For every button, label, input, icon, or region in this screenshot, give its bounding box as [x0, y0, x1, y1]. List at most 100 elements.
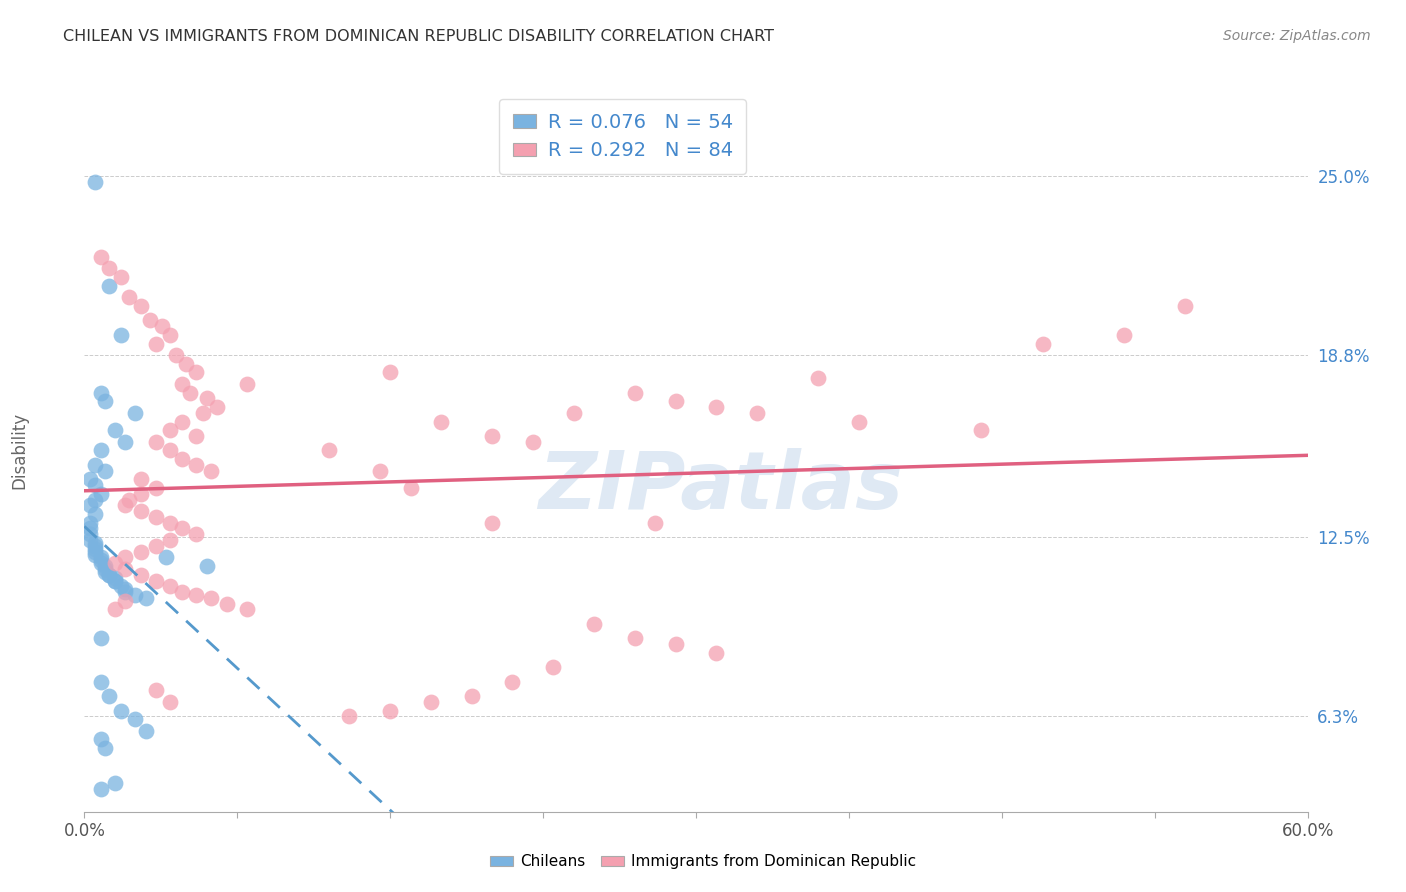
Point — [522, 434, 544, 449]
Point — [83, 478, 105, 492]
Point — [83, 507, 105, 521]
Point — [93, 741, 115, 756]
Point — [83, 539, 105, 553]
Point — [150, 319, 173, 334]
Point — [502, 674, 524, 689]
Point — [368, 464, 391, 478]
Point — [124, 588, 146, 602]
Point — [420, 695, 443, 709]
Point — [624, 632, 647, 646]
Point — [114, 562, 136, 576]
Point — [186, 527, 208, 541]
Point — [543, 660, 565, 674]
Point — [131, 567, 153, 582]
Point — [114, 499, 136, 513]
Point — [90, 550, 112, 565]
Point — [79, 527, 101, 541]
Point — [90, 487, 112, 501]
Point — [104, 571, 127, 585]
Point — [217, 597, 239, 611]
Point — [195, 559, 218, 574]
Point — [159, 695, 181, 709]
Text: CHILEAN VS IMMIGRANTS FROM DOMINICAN REPUBLIC DISABILITY CORRELATION CHART: CHILEAN VS IMMIGRANTS FROM DOMINICAN REP… — [63, 29, 775, 44]
Point — [706, 400, 728, 414]
Point — [145, 481, 167, 495]
Point — [114, 434, 136, 449]
Point — [104, 602, 127, 616]
Point — [145, 539, 167, 553]
Point — [172, 376, 194, 391]
Point — [110, 327, 132, 342]
Point — [236, 376, 259, 391]
Point — [104, 574, 127, 588]
Point — [104, 556, 127, 570]
Point — [145, 336, 167, 351]
Point — [205, 400, 228, 414]
Point — [90, 781, 112, 796]
Point — [104, 574, 127, 588]
Point — [174, 357, 197, 371]
Point — [83, 548, 105, 562]
Point — [83, 458, 105, 472]
Point — [562, 406, 585, 420]
Point — [135, 723, 157, 738]
Point — [90, 553, 112, 567]
Point — [93, 394, 115, 409]
Point — [97, 567, 120, 582]
Point — [236, 602, 259, 616]
Point — [186, 366, 208, 380]
Point — [90, 632, 112, 646]
Point — [79, 533, 101, 547]
Point — [1174, 299, 1197, 313]
Point — [179, 385, 201, 400]
Y-axis label: Disability: Disability — [11, 412, 28, 489]
Point — [110, 704, 132, 718]
Point — [970, 423, 993, 437]
Point — [90, 250, 112, 264]
Point — [430, 415, 453, 429]
Legend: Chileans, Immigrants from Dominican Republic: Chileans, Immigrants from Dominican Repu… — [484, 848, 922, 875]
Point — [118, 290, 141, 304]
Point — [83, 175, 105, 189]
Point — [145, 434, 167, 449]
Point — [747, 406, 769, 420]
Point — [159, 327, 181, 342]
Point — [124, 406, 146, 420]
Point — [624, 385, 647, 400]
Point — [97, 261, 120, 276]
Point — [90, 443, 112, 458]
Point — [318, 443, 340, 458]
Point — [644, 516, 666, 530]
Point — [131, 299, 153, 313]
Point — [93, 562, 115, 576]
Point — [159, 423, 181, 437]
Point — [135, 591, 157, 605]
Point — [97, 567, 120, 582]
Point — [97, 278, 120, 293]
Point — [79, 521, 101, 535]
Point — [159, 579, 181, 593]
Point — [93, 559, 115, 574]
Point — [583, 616, 606, 631]
Point — [90, 732, 112, 747]
Point — [114, 582, 136, 597]
Point — [172, 521, 194, 535]
Point — [380, 366, 402, 380]
Point — [145, 574, 167, 588]
Text: ZIPatlas: ZIPatlas — [538, 448, 903, 525]
Point — [159, 533, 181, 547]
Legend: R = 0.076   N = 54, R = 0.292   N = 84: R = 0.076 N = 54, R = 0.292 N = 84 — [499, 99, 747, 174]
Point — [83, 536, 105, 550]
Point — [110, 579, 132, 593]
Point — [186, 588, 208, 602]
Point — [97, 689, 120, 703]
Point — [131, 504, 153, 518]
Point — [145, 510, 167, 524]
Point — [114, 550, 136, 565]
Point — [118, 492, 141, 507]
Point — [155, 550, 177, 565]
Point — [186, 429, 208, 443]
Point — [131, 544, 153, 558]
Point — [131, 487, 153, 501]
Point — [90, 385, 112, 400]
